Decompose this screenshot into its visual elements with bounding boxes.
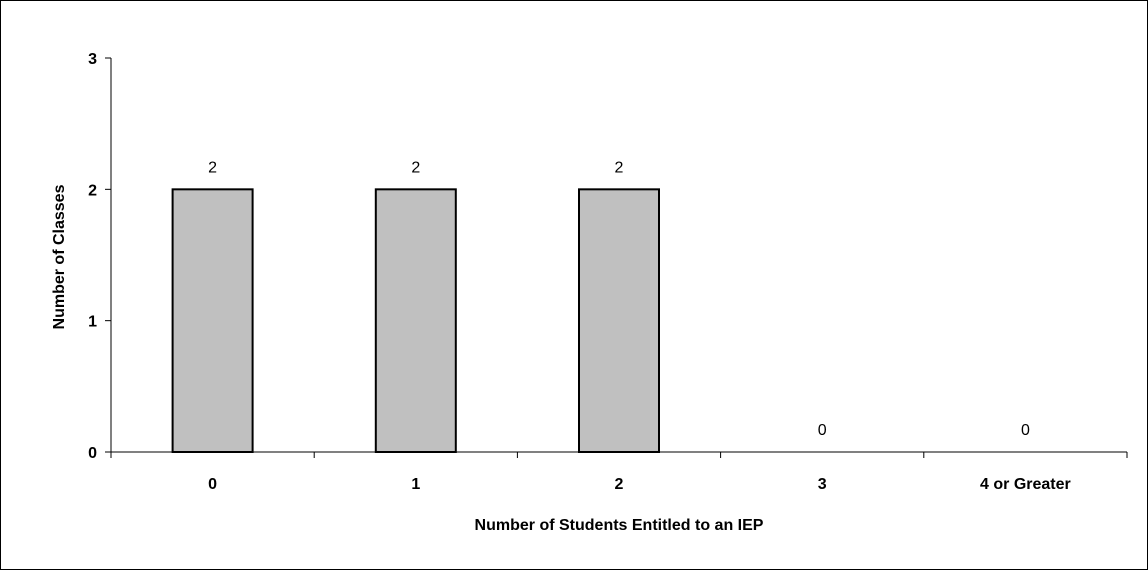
x-tick-label: 4 or Greater (980, 476, 1071, 493)
y-axis-title: Number of Classes (51, 184, 68, 329)
data-label: 0 (1021, 422, 1030, 439)
x-tick-label: 2 (615, 476, 624, 493)
plot-area: 0 1 2 3 2 0 2 1 2 2 0 3 0 4 or Greater (88, 51, 1128, 493)
y-tick-label: 2 (88, 182, 97, 199)
bar (171, 188, 254, 453)
data-label: 2 (411, 159, 420, 176)
data-label: 2 (208, 159, 217, 176)
x-tick-label: 0 (208, 476, 217, 493)
bar (578, 188, 660, 453)
y-tick-label: 0 (88, 445, 97, 462)
x-tick-label: 3 (818, 476, 827, 493)
bar (374, 188, 457, 453)
data-label: 2 (615, 159, 624, 176)
y-tick-label: 3 (88, 51, 97, 68)
y-tick-label: 1 (88, 314, 97, 331)
data-label: 0 (818, 422, 827, 439)
x-tick-label: 1 (411, 476, 420, 493)
x-axis-title: Number of Students Entitled to an IEP (475, 517, 764, 534)
